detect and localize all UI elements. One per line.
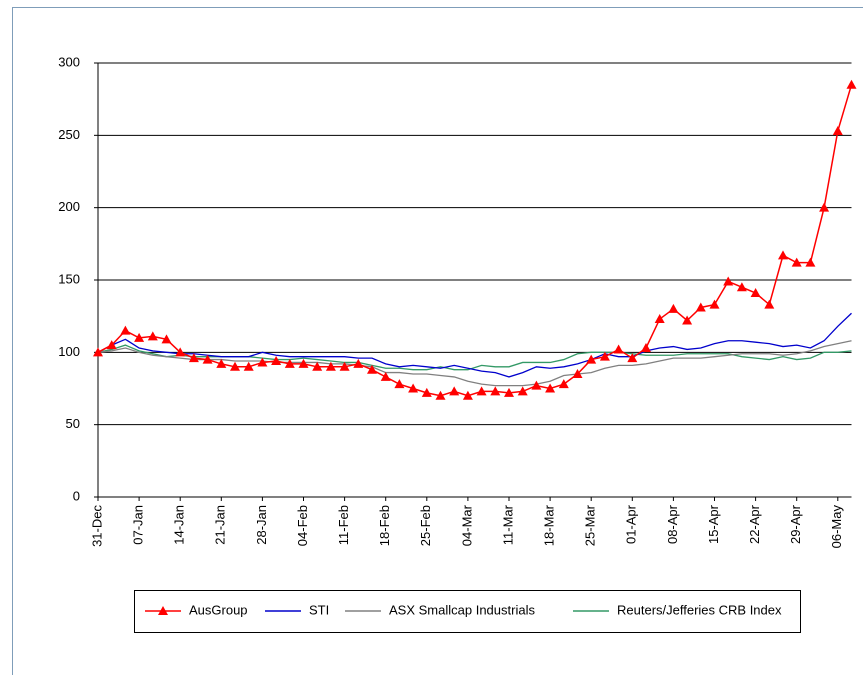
legend-label: AusGroup xyxy=(189,602,248,617)
marker xyxy=(367,364,377,374)
marker xyxy=(778,250,788,260)
x-tick-label: 08-Apr xyxy=(665,504,680,544)
marker xyxy=(791,257,802,267)
x-tick-label: 06-May xyxy=(829,505,844,549)
marker xyxy=(504,387,514,397)
marker xyxy=(476,386,487,396)
x-tick-label: 04-Mar xyxy=(459,504,474,546)
marker xyxy=(736,282,747,292)
x-tick-label: 29-Apr xyxy=(788,504,803,544)
y-tick-label: 300 xyxy=(58,54,80,69)
marker xyxy=(435,390,446,400)
marker xyxy=(490,386,501,396)
marker xyxy=(339,361,350,371)
x-tick-label: 18-Mar xyxy=(542,504,557,546)
marker xyxy=(613,344,624,354)
y-tick-label: 50 xyxy=(66,416,80,431)
marker xyxy=(641,342,651,352)
marker xyxy=(682,315,693,325)
frame xyxy=(12,7,863,675)
x-tick-label: 28-Jan xyxy=(254,505,269,545)
x-tick-label: 31-Dec xyxy=(89,505,104,547)
x-tick-label: 21-Jan xyxy=(213,505,228,545)
marker xyxy=(284,358,295,368)
marker xyxy=(394,379,405,389)
marker xyxy=(271,356,282,366)
marker xyxy=(202,354,213,364)
y-tick-label: 150 xyxy=(58,271,80,286)
y-tick-label: 0 xyxy=(73,488,80,503)
x-tick-label: 15-Apr xyxy=(706,504,721,544)
legend-label: ASX Smallcap Industrials xyxy=(389,602,535,617)
marker xyxy=(832,125,843,135)
marker xyxy=(599,351,610,361)
marker xyxy=(654,314,665,324)
marker xyxy=(230,361,240,371)
marker xyxy=(120,325,131,335)
marker xyxy=(627,353,638,363)
marker xyxy=(325,361,336,371)
marker xyxy=(161,334,172,344)
x-tick-label: 22-Apr xyxy=(747,504,762,544)
marker xyxy=(764,299,775,309)
marker xyxy=(134,332,145,342)
marker xyxy=(380,371,391,381)
marker xyxy=(257,357,268,367)
marker xyxy=(449,386,460,396)
y-tick-label: 100 xyxy=(58,344,80,359)
marker xyxy=(462,390,473,400)
marker xyxy=(572,369,583,379)
marker xyxy=(93,347,103,357)
y-tick-label: 250 xyxy=(58,127,80,142)
marker xyxy=(243,361,254,371)
marker xyxy=(408,383,419,393)
legend-label: STI xyxy=(309,602,329,617)
marker xyxy=(517,386,528,396)
x-tick-label: 25-Feb xyxy=(418,505,433,546)
marker xyxy=(709,299,720,309)
marker xyxy=(298,358,309,368)
x-tick-label: 01-Apr xyxy=(624,504,639,544)
x-tick-label: 11-Mar xyxy=(500,504,515,545)
marker xyxy=(668,303,679,313)
marker xyxy=(545,383,556,393)
legend-label: Reuters/Jefferies CRB Index xyxy=(617,602,782,617)
x-tick-label: 07-Jan xyxy=(131,505,146,545)
marker xyxy=(846,79,857,89)
y-tick-label: 200 xyxy=(58,199,80,214)
marker xyxy=(106,340,117,350)
x-tick-label: 25-Mar xyxy=(583,504,598,546)
marker xyxy=(312,361,323,371)
legend-box xyxy=(134,590,801,633)
marker xyxy=(216,358,227,368)
marker xyxy=(421,387,432,397)
marker xyxy=(353,358,364,368)
marker xyxy=(750,288,761,298)
marker xyxy=(695,302,706,312)
marker xyxy=(531,380,542,390)
legend-marker xyxy=(158,606,168,615)
x-tick-label: 04-Feb xyxy=(295,505,310,546)
marker xyxy=(805,257,816,267)
x-tick-label: 14-Jan xyxy=(172,505,187,545)
x-tick-label: 11-Feb xyxy=(336,505,351,545)
marker xyxy=(175,347,186,357)
marker xyxy=(188,353,199,363)
marker xyxy=(558,379,569,389)
marker xyxy=(586,354,597,364)
x-tick-label: 18-Feb xyxy=(377,505,392,546)
marker xyxy=(819,202,830,212)
series-line xyxy=(97,84,853,397)
series-line xyxy=(97,344,852,371)
marker xyxy=(147,331,158,341)
marker xyxy=(723,276,734,286)
series-line xyxy=(97,312,852,378)
series-line xyxy=(97,340,852,387)
